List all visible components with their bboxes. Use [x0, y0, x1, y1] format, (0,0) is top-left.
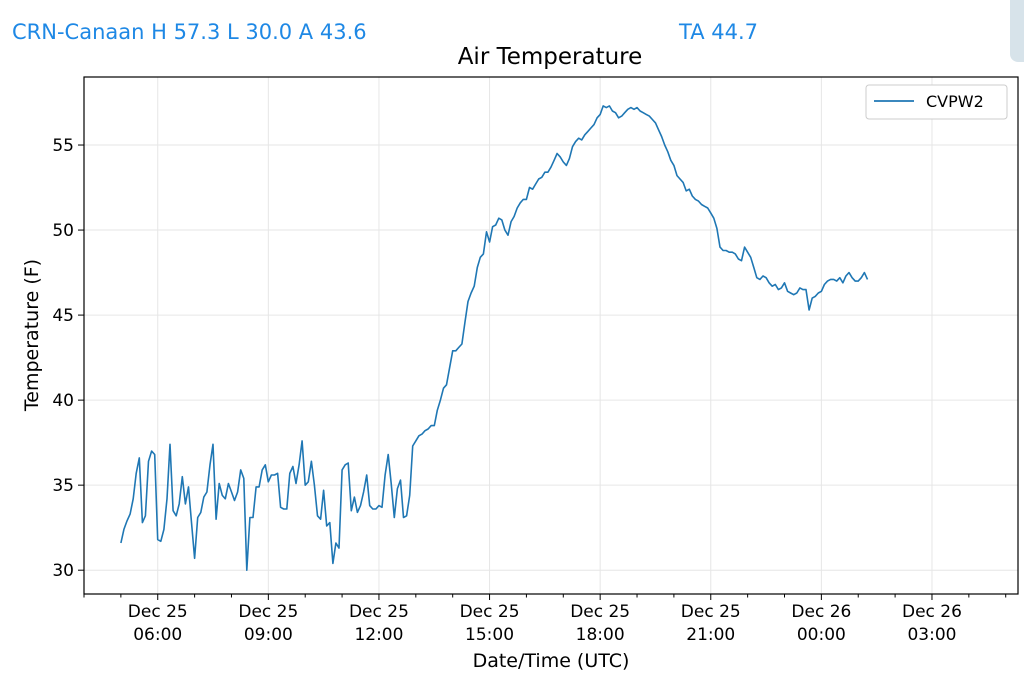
edge-tab[interactable]: [1010, 0, 1024, 62]
x-tick-time-label: 12:00: [354, 625, 403, 645]
legend-box: [865, 84, 1008, 120]
series-lines: [120, 105, 869, 572]
x-tick-time-label: 03:00: [907, 625, 956, 645]
y-tick-label: 40: [52, 391, 74, 411]
y-tick-label: 35: [52, 476, 74, 496]
legend-label: CVPW2: [926, 92, 984, 111]
y-tick-label: 55: [52, 136, 74, 156]
x-tick-date-label: Dec 25: [349, 602, 409, 622]
x-tick-date-label: Dec 26: [791, 602, 851, 622]
y-axis-title: Temperature (F): [21, 259, 43, 412]
x-axis-title: Date/Time (UTC): [473, 650, 630, 672]
y-tick-label: 45: [52, 306, 74, 326]
x-tick-time-label: 15:00: [465, 625, 514, 645]
x-axis-ticks: Dec 25 06:00 Dec 25 09:00 Dec 25 12:00 Dec 25 1…: [83, 594, 1007, 645]
series-line-cvpw2: [120, 105, 869, 572]
x-tick-time-label: 09:00: [244, 625, 293, 645]
grid-lines: [84, 77, 1018, 594]
x-tick-date-label: Dec 25: [238, 602, 298, 622]
y-axis-ticks: 30 35 40 45 50 55: [52, 136, 84, 581]
plot-frame: [83, 76, 1019, 595]
station-summary-label: CRN-Canaan H 57.3 L 30.0 A 43.6: [12, 20, 367, 44]
chart-title: Air Temperature: [458, 44, 643, 70]
x-tick-date-label: Dec 25: [460, 602, 520, 622]
y-tick-label: 50: [52, 221, 74, 241]
x-tick-time-label: 00:00: [797, 625, 846, 645]
x-tick-date-label: Dec 25: [128, 602, 188, 622]
x-tick-date-label: Dec 25: [681, 602, 741, 622]
x-tick-date-label: Dec 26: [902, 602, 962, 622]
x-tick-time-label: 06:00: [133, 625, 182, 645]
y-tick-label: 30: [52, 561, 74, 581]
x-tick-time-label: 21:00: [686, 625, 735, 645]
legend: CVPW2: [865, 84, 1008, 120]
ta-label: TA 44.7: [679, 20, 758, 44]
x-tick-date-label: Dec 25: [570, 602, 630, 622]
x-tick-time-label: 18:00: [576, 625, 625, 645]
